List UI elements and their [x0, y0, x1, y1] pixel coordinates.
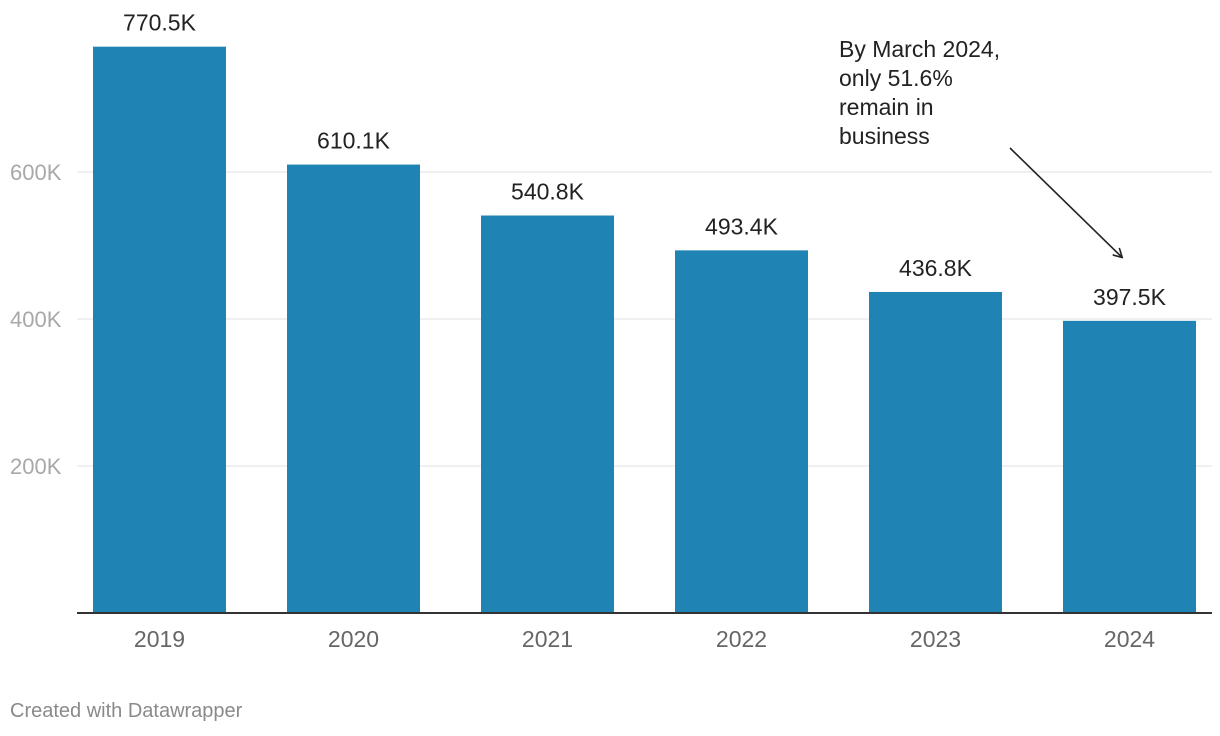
y-tick-label: 600K	[10, 160, 62, 185]
x-tick-label: 2019	[134, 626, 185, 652]
bar-2021	[481, 215, 614, 613]
value-label: 770.5K	[123, 10, 197, 36]
annotation-line: By March 2024,	[839, 36, 1000, 62]
annotation-arrow	[1009, 147, 1122, 257]
value-label: 493.4K	[705, 213, 779, 239]
annotation-line: only 51.6%	[839, 65, 953, 91]
annotation: By March 2024, only 51.6% remain in busines…	[839, 36, 1122, 257]
annotation-line: remain in	[839, 94, 934, 120]
value-label: 610.1K	[317, 128, 391, 154]
bars	[93, 46, 1196, 614]
value-label: 436.8K	[899, 255, 973, 281]
y-axis-ticks: 200K 400K 600K	[10, 160, 62, 479]
annotation-text: By March 2024, only 51.6% remain in busines…	[839, 36, 1000, 149]
bar-2024	[1063, 320, 1196, 613]
x-tick-label: 2022	[716, 626, 767, 652]
x-tick-label: 2020	[328, 626, 379, 652]
datawrapper-credit: Created with Datawrapper	[10, 700, 243, 722]
value-labels: 770.5K 610.1K 540.8K 493.4K 436.8K 397.5K	[123, 10, 1167, 310]
gridlines	[77, 171, 1212, 467]
bar-2020	[287, 164, 420, 613]
x-tick-label: 2023	[910, 626, 961, 652]
bar-2023	[869, 291, 1002, 613]
x-tick-label: 2024	[1104, 626, 1155, 652]
value-label: 397.5K	[1093, 284, 1167, 310]
bar-2019	[93, 46, 226, 614]
y-tick-label: 400K	[10, 307, 62, 332]
y-tick-label: 200K	[10, 454, 62, 479]
value-label: 540.8K	[511, 179, 585, 205]
x-axis-ticks: 2019 2020 2021 2022 2023 2024	[134, 626, 1155, 652]
annotation-line: business	[839, 123, 930, 149]
bar-2022	[675, 250, 808, 613]
x-tick-label: 2021	[522, 626, 573, 652]
